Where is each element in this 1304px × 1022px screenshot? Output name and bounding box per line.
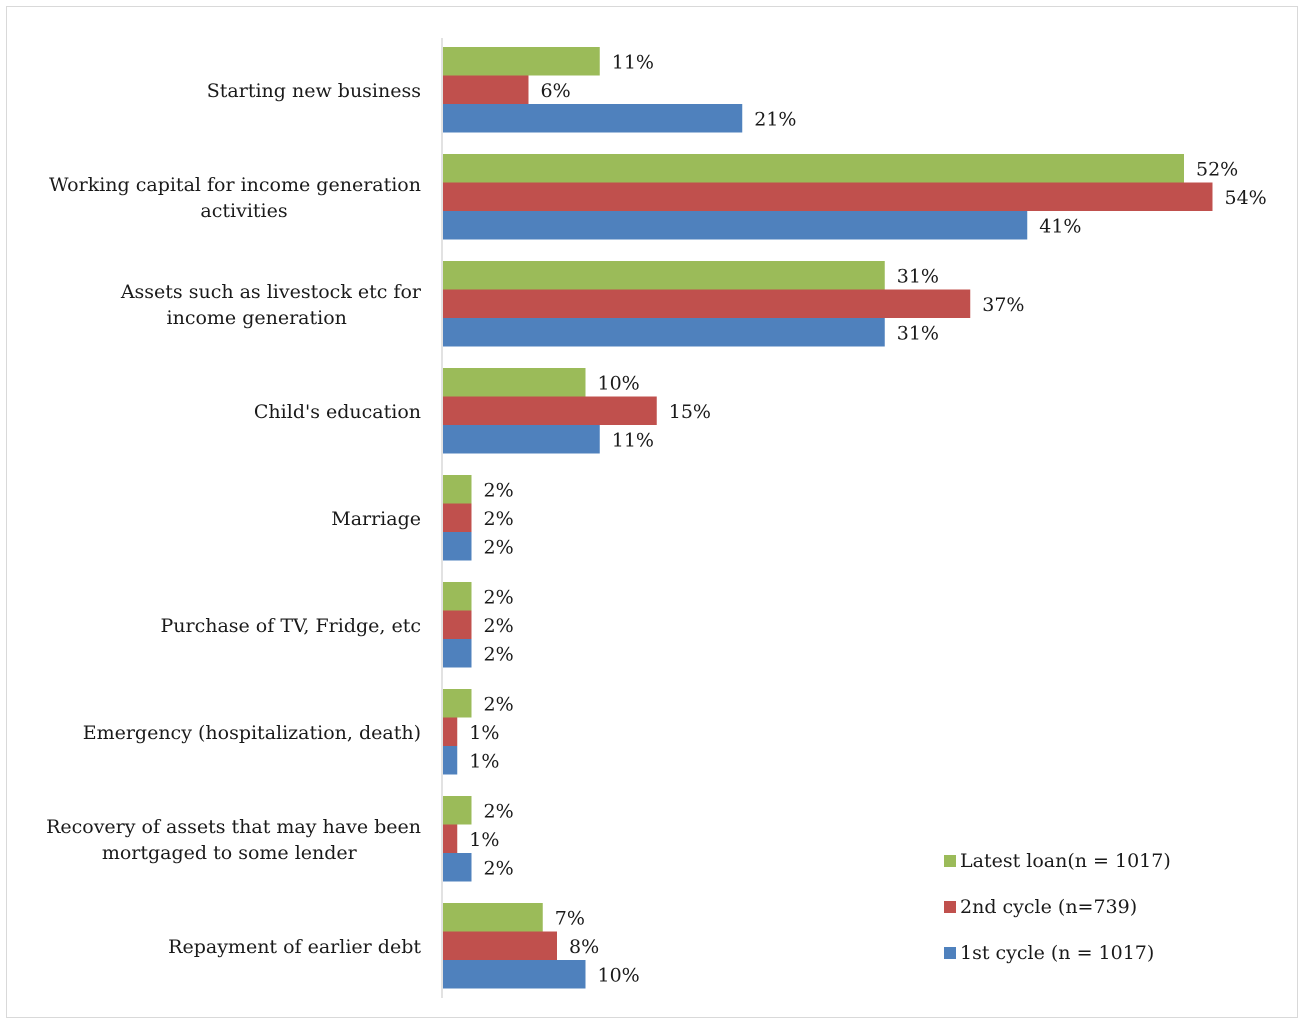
data-label-starting-new-business-series-2: 6% xyxy=(541,80,571,102)
data-label-assets-such-as-livestock-etc-for-income-generation-series-1: 31% xyxy=(897,265,939,287)
bar-starting-new-business-series-2 xyxy=(443,75,529,104)
legend-label-series-2: 2nd cycle (n=739) xyxy=(960,896,1137,918)
bar-child-s-education-series-3 xyxy=(443,425,600,454)
data-label-purchase-of-tv-fridge-etc-series-3: 2% xyxy=(484,643,514,665)
data-label-assets-such-as-livestock-etc-for-income-generation-series-3: 31% xyxy=(897,322,939,344)
bar-child-s-education-series-2 xyxy=(443,396,657,425)
data-label-purchase-of-tv-fridge-etc-series-2: 2% xyxy=(484,615,514,637)
data-label-repayment-of-earlier-debt-series-1: 7% xyxy=(555,907,585,929)
bar-starting-new-business-series-1 xyxy=(443,47,600,76)
bar-working-capital-for-income-generation-activities-series-2 xyxy=(443,182,1213,211)
data-label-purchase-of-tv-fridge-etc-series-1: 2% xyxy=(484,586,514,608)
category-label-purchase-of-tv-fridge-etc: Purchase of TV, Fridge, etc xyxy=(160,615,421,637)
data-label-working-capital-for-income-generation-activities-series-2: 54% xyxy=(1225,187,1267,209)
bar-working-capital-for-income-generation-activities-series-1 xyxy=(443,154,1184,183)
bar-marriage-series-3 xyxy=(443,532,472,561)
bars-layer xyxy=(443,47,1213,989)
bar-emergency-hospitalization-death-series-2 xyxy=(443,717,458,746)
bar-assets-such-as-livestock-etc-for-income-generation-series-1 xyxy=(443,261,885,290)
bar-repayment-of-earlier-debt-series-3 xyxy=(443,960,586,989)
category-label-repayment-of-earlier-debt: Repayment of earlier debt xyxy=(168,936,421,958)
bar-emergency-hospitalization-death-series-3 xyxy=(443,746,458,775)
legend-swatch-series-1 xyxy=(944,855,956,867)
data-label-recovery-of-assets-that-may-have-been-mortgaged-to-some-lender-series-1: 2% xyxy=(484,800,514,822)
bar-working-capital-for-income-generation-activities-series-3 xyxy=(443,211,1028,240)
bar-assets-such-as-livestock-etc-for-income-generation-series-2 xyxy=(443,289,971,318)
legend-label-series-3: 1st cycle (n = 1017) xyxy=(960,942,1154,964)
data-label-marriage-series-2: 2% xyxy=(484,508,514,530)
data-label-marriage-series-1: 2% xyxy=(484,479,514,501)
bar-marriage-series-1 xyxy=(443,475,472,504)
legend-swatch-series-3 xyxy=(944,947,956,959)
legend-swatch-series-2 xyxy=(944,901,956,913)
category-label-recovery-of-assets-that-may-have-been-mortgaged-to-some-lender: Recovery of assets that may have been mor… xyxy=(46,816,421,864)
legend: Latest loan(n = 1017) 2nd cycle (n=739) 1s… xyxy=(944,850,1171,964)
category-label-assets-such-as-livestock-etc-for-income-generation: Assets such as livestock etc for income g… xyxy=(120,281,422,329)
data-label-assets-such-as-livestock-etc-for-income-generation-series-2: 37% xyxy=(982,294,1024,316)
value-labels-layer: 11% 6% 21% 52% 54% 41% 31% 37% 31% 10% 15% 11% 2% 2% 2… xyxy=(469,51,1266,986)
bar-starting-new-business-series-3 xyxy=(443,104,743,133)
bar-repayment-of-earlier-debt-series-2 xyxy=(443,931,557,960)
category-label-emergency-hospitalization-death: Emergency (hospitalization, death) xyxy=(83,722,421,744)
data-label-repayment-of-earlier-debt-series-2: 8% xyxy=(569,936,599,958)
data-label-starting-new-business-series-1: 11% xyxy=(612,51,654,73)
data-label-child-s-education-series-2: 15% xyxy=(669,401,711,423)
data-label-repayment-of-earlier-debt-series-3: 10% xyxy=(598,964,640,986)
data-label-recovery-of-assets-that-may-have-been-mortgaged-to-some-lender-series-3: 2% xyxy=(484,857,514,879)
data-label-child-s-education-series-3: 11% xyxy=(612,429,654,451)
data-label-marriage-series-3: 2% xyxy=(484,536,514,558)
bar-recovery-of-assets-that-may-have-been-mortgaged-to-some-lender-series-1 xyxy=(443,796,472,825)
category-label-marriage: Marriage xyxy=(331,508,421,530)
category-label-working-capital-for-income-generation-activities: Working capital for income generation act… xyxy=(49,174,421,222)
bar-marriage-series-2 xyxy=(443,503,472,532)
data-label-child-s-education-series-1: 10% xyxy=(598,372,640,394)
bar-repayment-of-earlier-debt-series-1 xyxy=(443,903,543,932)
bar-child-s-education-series-1 xyxy=(443,368,586,397)
data-label-emergency-hospitalization-death-series-3: 1% xyxy=(469,750,499,772)
bar-emergency-hospitalization-death-series-1 xyxy=(443,689,472,718)
data-label-emergency-hospitalization-death-series-1: 2% xyxy=(484,693,514,715)
category-label-child-s-education: Child's education xyxy=(254,401,421,423)
bar-purchase-of-tv-fridge-etc-series-2 xyxy=(443,610,472,639)
bar-recovery-of-assets-that-may-have-been-mortgaged-to-some-lender-series-3 xyxy=(443,853,472,882)
legend-label-series-1: Latest loan(n = 1017) xyxy=(960,850,1171,872)
category-label-starting-new-business: Starting new business xyxy=(207,80,421,102)
data-label-recovery-of-assets-that-may-have-been-mortgaged-to-some-lender-series-2: 1% xyxy=(469,829,499,851)
chart-frame xyxy=(6,6,1298,1018)
category-labels-layer: Starting new business Working capital for… xyxy=(46,80,422,958)
bar-purchase-of-tv-fridge-etc-series-1 xyxy=(443,582,472,611)
bar-recovery-of-assets-that-may-have-been-mortgaged-to-some-lender-series-2 xyxy=(443,824,458,853)
bar-assets-such-as-livestock-etc-for-income-generation-series-3 xyxy=(443,318,885,347)
data-label-working-capital-for-income-generation-activities-series-1: 52% xyxy=(1196,158,1238,180)
data-label-working-capital-for-income-generation-activities-series-3: 41% xyxy=(1039,215,1081,237)
bar-purchase-of-tv-fridge-etc-series-3 xyxy=(443,639,472,668)
data-label-starting-new-business-series-3: 21% xyxy=(754,108,796,130)
data-label-emergency-hospitalization-death-series-2: 1% xyxy=(469,722,499,744)
